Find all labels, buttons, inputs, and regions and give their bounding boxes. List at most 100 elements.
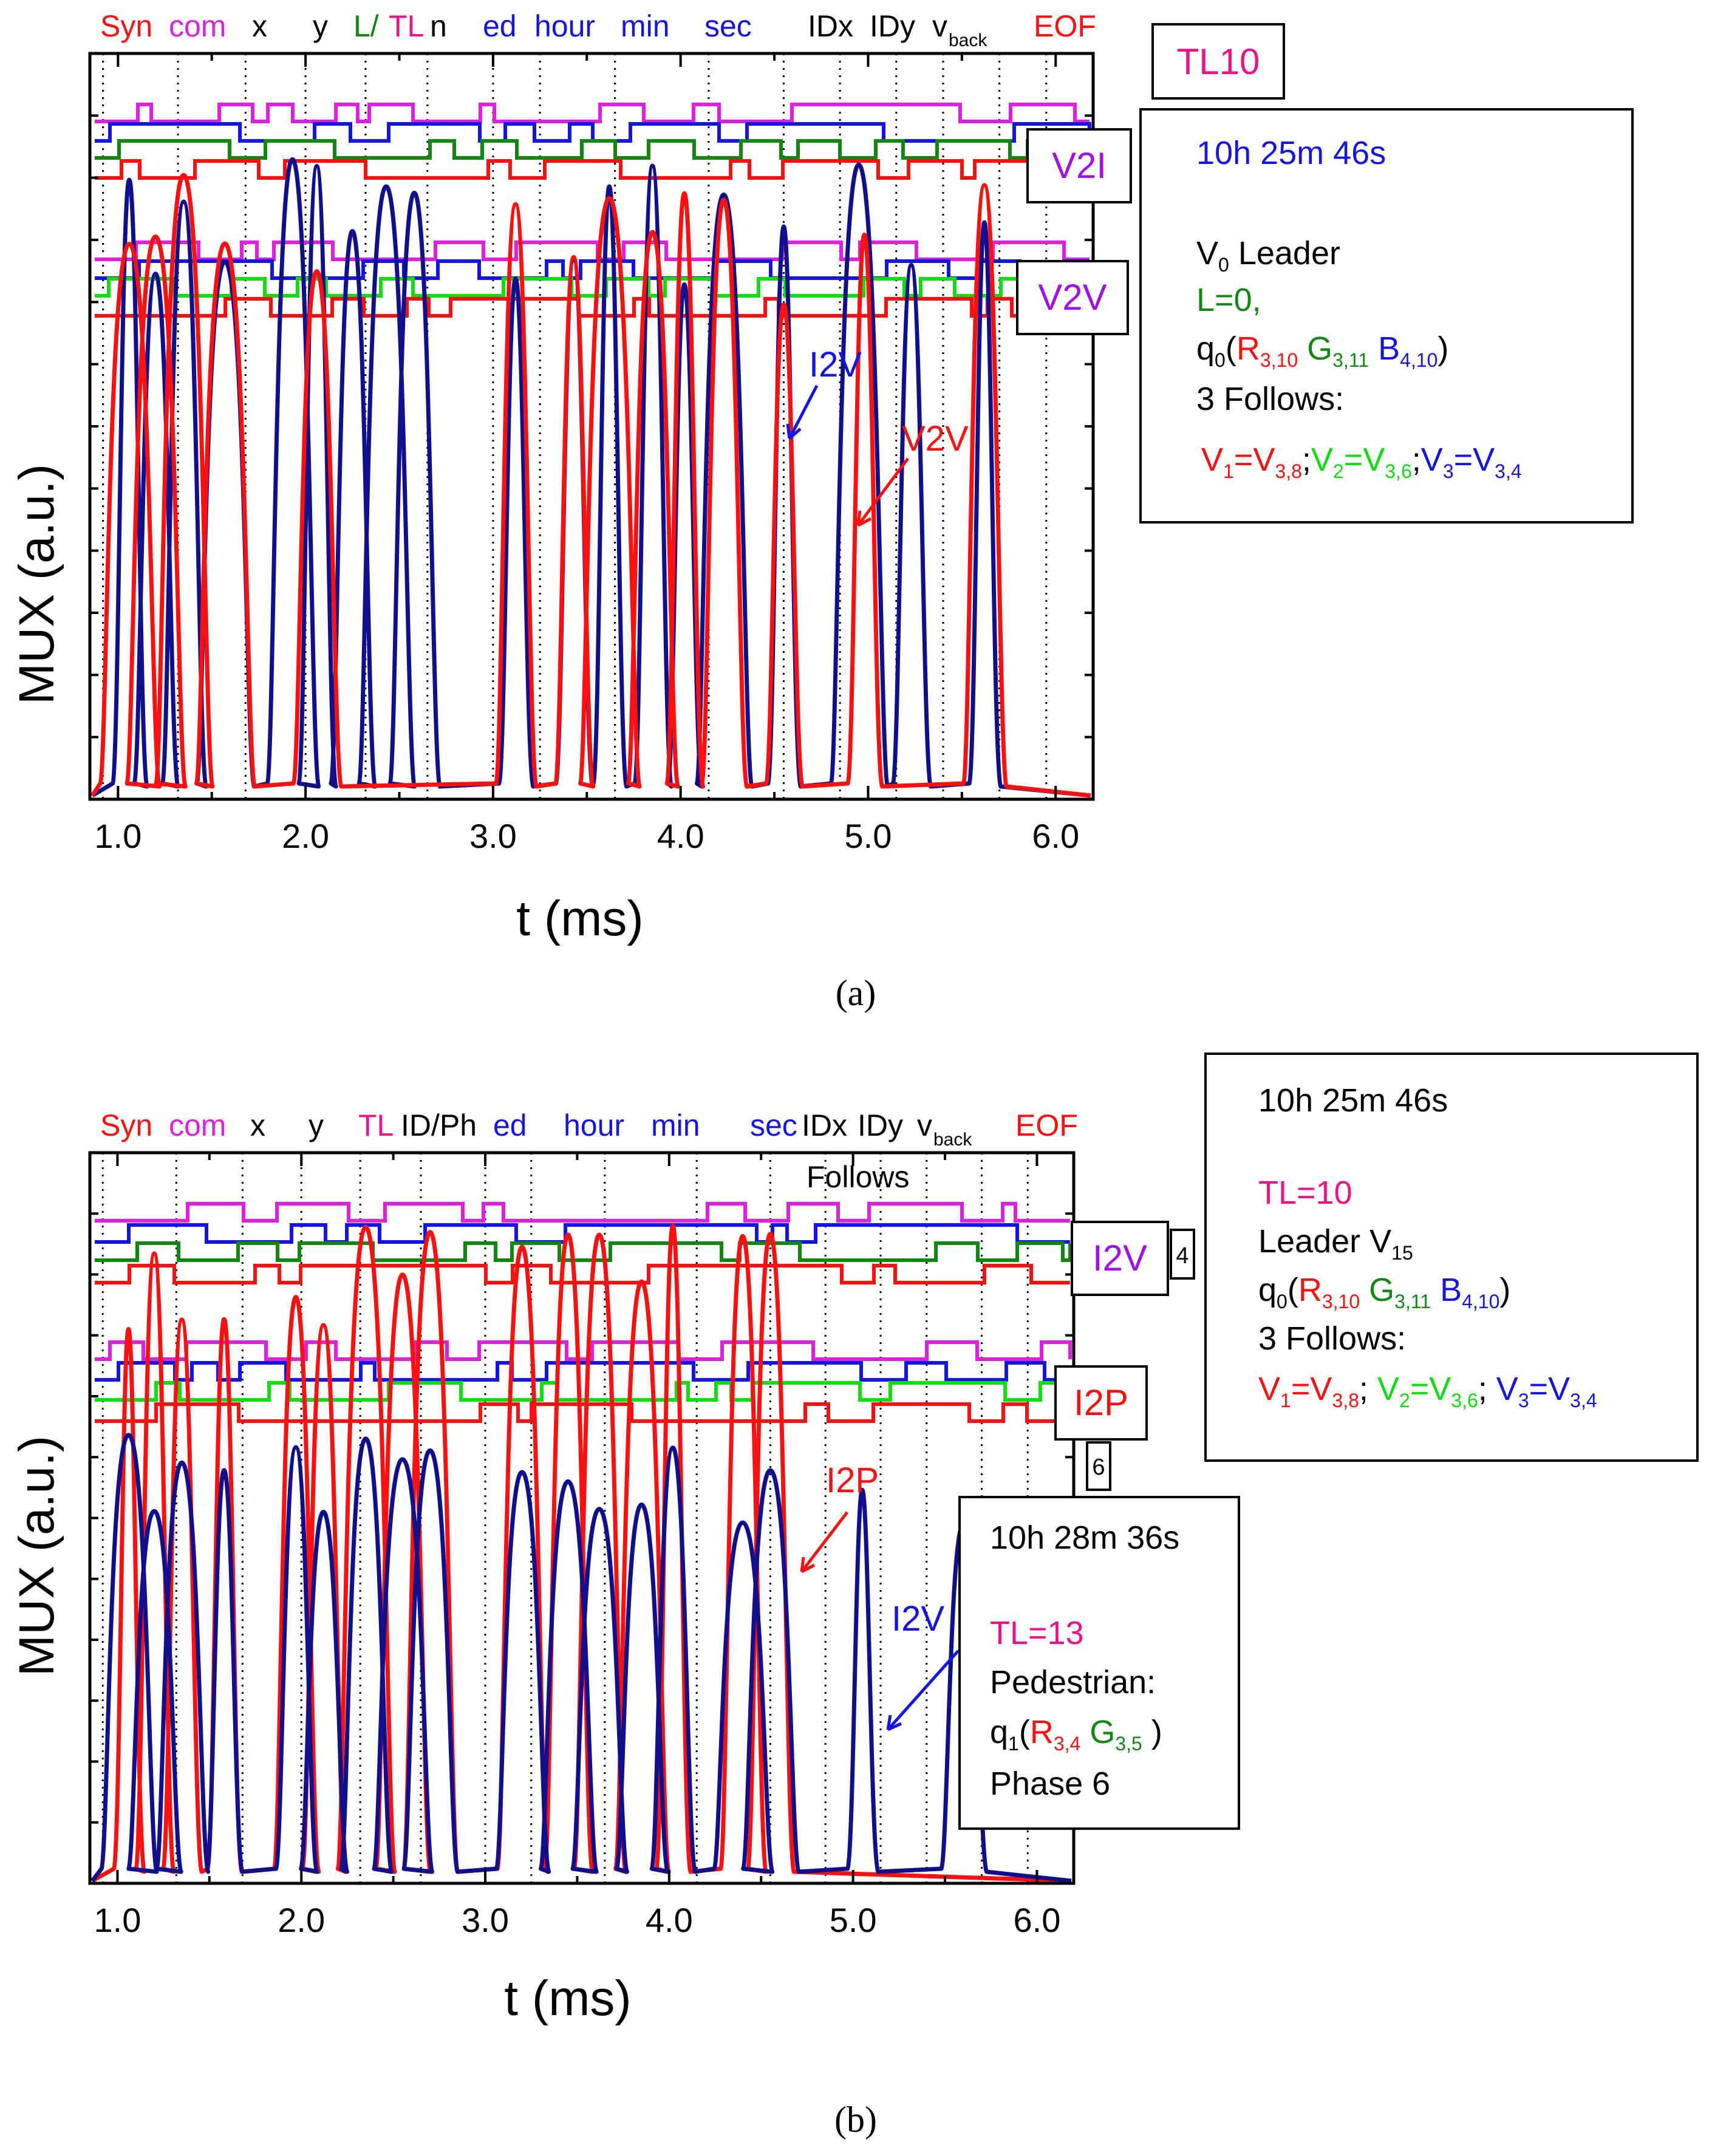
b-i2p-box (1054, 1365, 1148, 1441)
b-field-x: x (250, 1108, 265, 1142)
a-field-n: n (430, 9, 447, 43)
b-xtick-label: 2.0 (278, 1901, 325, 1939)
a-v2i-box (1026, 128, 1132, 203)
b-small-label-4: 4 (1176, 1243, 1189, 1269)
b-info2-phase: Phase 6 (990, 1765, 1110, 1802)
b-info1-tl: TL=10 (1258, 1175, 1352, 1211)
b-i2p-arrow (800, 1511, 848, 1573)
a-x-tick-labels: 1.0 2.0 3.0 4.0 5.0 6.0 (94, 817, 1079, 855)
b-xtick-label: 3.0 (462, 1901, 509, 1939)
a-field-min: min (621, 9, 670, 43)
a-tl10-box (1151, 23, 1285, 100)
a-field-com: com (169, 9, 226, 43)
a-tl10-label: TL10 (1177, 41, 1260, 82)
a-field-y: y (313, 9, 328, 43)
b-info2-time: 10h 28m 36s (990, 1520, 1179, 1556)
a-info-q: q0(R3,10 G3,11 B4,10) (1196, 330, 1448, 371)
a-field-l: L/ (353, 9, 379, 43)
b-i2v-box (1071, 1221, 1169, 1296)
b-i2v-arrow (887, 1649, 960, 1731)
panel-a: Syn com x y L/ TL n ed hour min sec IDx … (9, 9, 1634, 1013)
a-info-box (1139, 108, 1634, 524)
a-analog-waveforms (90, 157, 1091, 798)
a-info-time: 10h 25m 46s (1196, 135, 1386, 171)
b-info-box-2 (958, 1496, 1240, 1830)
b-field-idph: ID/Ph (401, 1108, 477, 1142)
b-xlabel: t (ms) (504, 1971, 631, 2026)
b-field-hour: hour (564, 1108, 624, 1142)
a-series-v2v (90, 172, 1091, 798)
b-field-com: com (169, 1108, 226, 1142)
b-digital-trace-3 (95, 1264, 1070, 1284)
a-xtick-label: 3.0 (469, 817, 517, 855)
a-v2v-annotation: V2V (902, 419, 969, 459)
b-i2p-label: I2P (1074, 1382, 1128, 1423)
b-digital-trace-6 (95, 1381, 1070, 1402)
b-xtick-label: 5.0 (830, 1901, 877, 1939)
b-info-box-1 (1204, 1052, 1699, 1462)
b-field-min: min (651, 1108, 700, 1142)
a-xtick-label: 5.0 (845, 817, 892, 855)
b-field-idy: IDy (858, 1108, 903, 1142)
a-v2v-label: V2V (1038, 277, 1107, 318)
b-field-idx: IDx (802, 1108, 847, 1142)
a-field-back: back (949, 30, 987, 50)
b-info2-q: q1(R3,4 G3,5 ) (990, 1714, 1162, 1755)
a-xtick-label: 2.0 (282, 817, 329, 855)
a-field-tl: TL (389, 9, 424, 43)
a-info-leader: V0 Leader (1196, 235, 1340, 276)
b-i2v-label: I2V (1093, 1238, 1147, 1278)
b-field-ed: ed (493, 1108, 527, 1142)
b-info1-follows: 3 Follows: (1258, 1320, 1406, 1357)
b-i2p-annotation: I2P (826, 1461, 879, 1500)
b-small-label-6: 6 (1092, 1455, 1105, 1480)
a-field-idx: IDx (808, 9, 853, 43)
a-field-idy: IDy (870, 9, 915, 43)
b-xtick-label: 6.0 (1014, 1901, 1061, 1939)
panel-b: Syn com x y TL ID/Ph ed hour min sec IDx… (9, 1052, 1699, 2140)
b-field-v: v (917, 1108, 932, 1142)
a-v2v-box (1016, 260, 1129, 335)
a-ylabel: MUX (a.u.) (9, 464, 64, 704)
a-info-vlist: V1=V3,8;V2=V3,6;V3=V3,4 (1201, 442, 1522, 482)
b-x-tick-labels: 1.0 2.0 3.0 4.0 5.0 6.0 (94, 1901, 1060, 1939)
b-info1-time: 10h 25m 46s (1258, 1082, 1448, 1119)
a-xtick-label: 6.0 (1032, 817, 1079, 855)
b-small-box-4 (1170, 1229, 1195, 1280)
b-info1-q: q0(R3,10 G3,11 B4,10) (1258, 1272, 1510, 1312)
b-ylabel: MUX (a.u.) (9, 1436, 64, 1676)
b-xtick-label: 1.0 (94, 1901, 141, 1939)
b-field-tl: TL (358, 1108, 394, 1142)
a-info-follows: 3 Follows: (1196, 381, 1344, 417)
a-v2v-arrow (856, 457, 910, 527)
a-xtick-label: 4.0 (657, 817, 704, 855)
b-i2v-annotation: I2V (892, 1599, 944, 1639)
b-digital-signal-traces (95, 1202, 1072, 1423)
a-i2v-arrow (788, 384, 819, 440)
a-xtick-label: 1.0 (94, 817, 142, 855)
b-info2-tl: TL=13 (990, 1615, 1084, 1651)
a-axis-ticks (90, 53, 1093, 799)
b-series-i2v (90, 1433, 1072, 1883)
b-field-follows: Follows (807, 1160, 909, 1194)
b-field-y: y (309, 1108, 324, 1142)
b-field-back: back (933, 1130, 972, 1150)
b-caption: (b) (834, 2100, 877, 2140)
a-field-x: x (252, 9, 267, 43)
b-field-eof: EOF (1015, 1108, 1078, 1142)
a-i2v-annotation: I2V (809, 345, 862, 384)
a-field-hour: hour (534, 9, 595, 43)
a-xlabel: t (ms) (516, 891, 643, 946)
b-info1-vlist: V1=V3,8; V2=V3,6; V3=V3,4 (1258, 1371, 1597, 1411)
a-caption: (a) (836, 973, 876, 1013)
a-field-ed: ed (483, 9, 517, 43)
a-field-v: v (932, 9, 947, 43)
b-analog-waveforms (90, 1223, 1072, 1883)
b-small-box-6 (1086, 1441, 1111, 1491)
b-info1-leader: Leader V15 (1258, 1223, 1413, 1264)
a-v2i-label: V2I (1052, 145, 1107, 186)
b-digital-trace-1 (95, 1223, 1070, 1244)
b-digital-trace-2 (95, 1241, 1072, 1262)
a-digital-trace-0 (95, 103, 1090, 123)
